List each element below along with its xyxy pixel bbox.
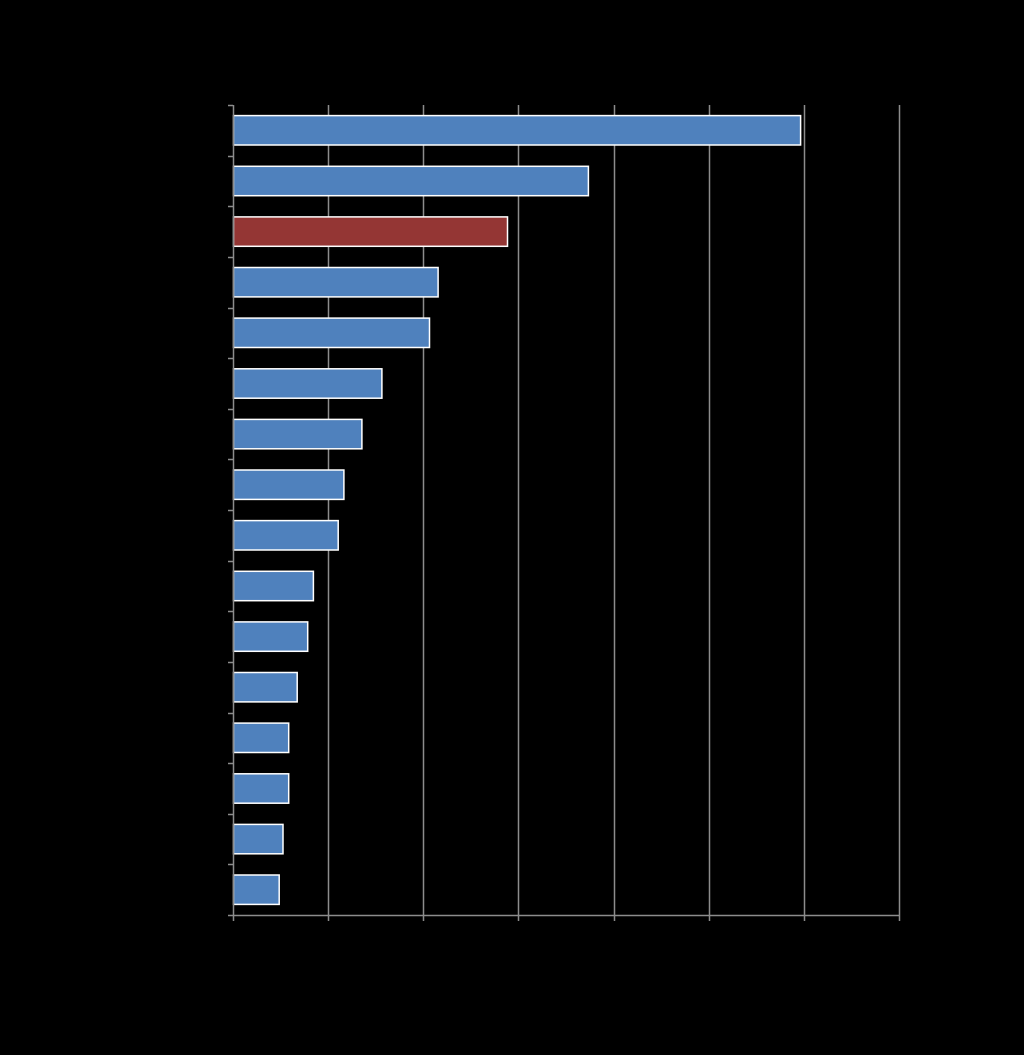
bar [232, 823, 284, 855]
bar [232, 418, 363, 450]
bar [232, 671, 298, 703]
bar [232, 165, 590, 197]
bar [232, 519, 339, 551]
axes [228, 104, 901, 921]
highlighted-bar [232, 216, 509, 248]
bar [232, 266, 439, 298]
bar [232, 114, 802, 146]
bars [232, 114, 802, 906]
bar [232, 368, 383, 399]
bar [232, 570, 315, 602]
bar [232, 874, 280, 906]
bar [232, 722, 290, 754]
bar [232, 621, 309, 653]
bar [232, 469, 345, 501]
bar [232, 773, 290, 804]
bar [232, 317, 431, 349]
